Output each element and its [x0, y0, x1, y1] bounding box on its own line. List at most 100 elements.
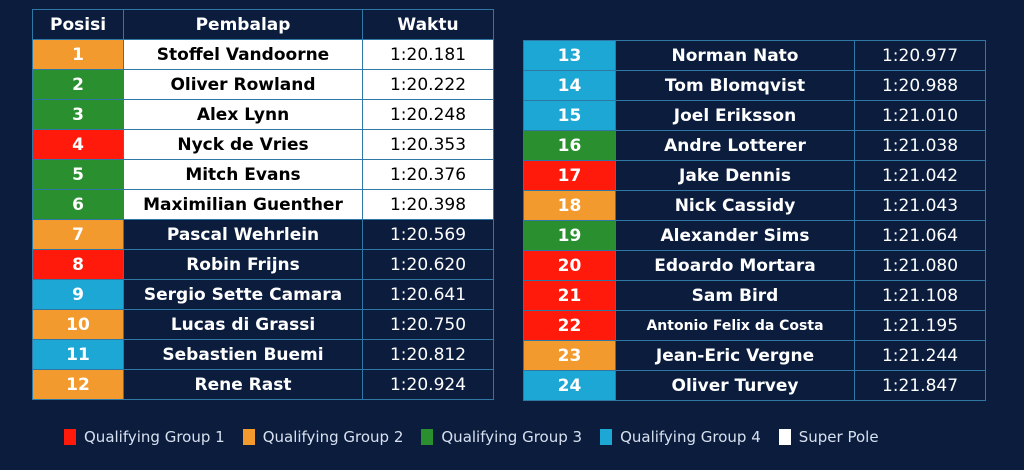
time-cell: 1:20.569	[362, 219, 494, 250]
driver-cell: Pascal Wehrlein	[123, 219, 363, 250]
position-cell: 21	[523, 280, 616, 311]
time-cell: 1:21.043	[854, 190, 986, 221]
result-row: 18 Nick Cassidy 1:21.043	[523, 190, 986, 221]
position-cell: 8	[32, 249, 124, 280]
legend-label-group3: Qualifying Group 3	[441, 428, 583, 446]
position-cell: 19	[523, 220, 616, 251]
position-cell: 1	[32, 39, 124, 70]
driver-cell: Andre Lotterer	[615, 130, 855, 161]
time-cell: 1:21.244	[854, 340, 986, 371]
legend-label-group4: Qualifying Group 4	[620, 428, 761, 446]
driver-cell: Tom Blomqvist	[615, 70, 855, 101]
time-cell: 1:20.924	[362, 369, 494, 400]
time-cell: 1:20.353	[362, 129, 494, 160]
time-cell: 1:20.812	[362, 339, 494, 370]
result-row: 6 Maximilian Guenther 1:20.398	[32, 189, 494, 220]
position-cell: 22	[523, 310, 616, 341]
time-cell: 1:21.038	[854, 130, 986, 161]
result-row: 23 Jean-Eric Vergne 1:21.244	[523, 340, 986, 371]
driver-cell: Jake Dennis	[615, 160, 855, 191]
time-cell: 1:20.750	[362, 309, 494, 340]
driver-cell: Alexander Sims	[615, 220, 855, 251]
position-cell: 18	[523, 190, 616, 221]
result-row: 4 Nyck de Vries 1:20.353	[32, 129, 494, 160]
result-row: 2 Oliver Rowland 1:20.222	[32, 69, 494, 100]
driver-cell: Sergio Sette Camara	[123, 279, 363, 310]
time-cell: 1:20.977	[854, 40, 986, 71]
driver-cell: Stoffel Vandoorne	[123, 39, 363, 70]
results-table-left: Posisi Pembalap Waktu 1 Stoffel Vandoorne…	[32, 9, 494, 400]
driver-cell: Mitch Evans	[123, 159, 363, 190]
driver-cell: Nyck de Vries	[123, 129, 363, 160]
legend-item-group1: Qualifying Group 1	[64, 428, 225, 446]
results-table-right: 13 Norman Nato 1:20.977 14 Tom Blomqvist 1:20…	[523, 40, 986, 401]
header-time: Waktu	[362, 9, 494, 40]
time-cell: 1:20.988	[854, 70, 986, 101]
legend-label-group2: Qualifying Group 2	[262, 428, 404, 446]
driver-cell: Edoardo Mortara	[615, 250, 855, 281]
driver-cell: Oliver Turvey	[615, 370, 855, 401]
time-cell: 1:20.181	[362, 39, 494, 70]
result-row: 12 Rene Rast 1:20.924	[32, 369, 494, 400]
result-row: 1 Stoffel Vandoorne 1:20.181	[32, 39, 494, 70]
time-cell: 1:21.080	[854, 250, 986, 281]
result-row: 7 Pascal Wehrlein 1:20.569	[32, 219, 494, 250]
time-cell: 1:21.195	[854, 310, 986, 341]
driver-cell: Rene Rast	[123, 369, 363, 400]
position-cell: 14	[523, 70, 616, 101]
position-cell: 10	[32, 309, 124, 340]
position-cell: 11	[32, 339, 124, 370]
time-cell: 1:21.847	[854, 370, 986, 401]
driver-cell: Maximilian Guenther	[123, 189, 363, 220]
time-cell: 1:20.398	[362, 189, 494, 220]
driver-cell: Joel Eriksson	[615, 100, 855, 131]
time-cell: 1:21.108	[854, 280, 986, 311]
position-cell: 2	[32, 69, 124, 100]
position-cell: 7	[32, 219, 124, 250]
legend-item-group3: Qualifying Group 3	[421, 428, 582, 446]
result-row: 17 Jake Dennis 1:21.042	[523, 160, 986, 191]
position-cell: 16	[523, 130, 616, 161]
time-cell: 1:20.641	[362, 279, 494, 310]
legend-swatch-super-pole	[778, 429, 791, 445]
result-row: 8 Robin Frijns 1:20.620	[32, 249, 494, 280]
result-row: 10 Lucas di Grassi 1:20.750	[32, 309, 494, 340]
legend-swatch-group3	[421, 429, 434, 445]
result-row: 9 Sergio Sette Camara 1:20.641	[32, 279, 494, 310]
position-cell: 5	[32, 159, 124, 190]
result-row: 20 Edoardo Mortara 1:21.080	[523, 250, 986, 281]
result-row: 3 Alex Lynn 1:20.248	[32, 99, 494, 130]
legend-item-group4: Qualifying Group 4	[600, 428, 761, 446]
time-cell: 1:21.042	[854, 160, 986, 191]
position-cell: 13	[523, 40, 616, 71]
position-cell: 9	[32, 279, 124, 310]
result-row: 15 Joel Eriksson 1:21.010	[523, 100, 986, 131]
result-row: 16 Andre Lotterer 1:21.038	[523, 130, 986, 161]
header-driver: Pembalap	[123, 9, 363, 40]
driver-cell: Alex Lynn	[123, 99, 363, 130]
result-row: 19 Alexander Sims 1:21.064	[523, 220, 986, 251]
position-cell: 17	[523, 160, 616, 191]
header-row: Posisi Pembalap Waktu	[32, 9, 494, 40]
position-cell: 15	[523, 100, 616, 131]
legend-label-super-pole: Super Pole	[798, 428, 879, 446]
result-row: 5 Mitch Evans 1:20.376	[32, 159, 494, 190]
driver-cell: Oliver Rowland	[123, 69, 363, 100]
driver-cell: Jean-Eric Vergne	[615, 340, 855, 371]
time-cell: 1:21.010	[854, 100, 986, 131]
legend-item-group2: Qualifying Group 2	[242, 428, 404, 446]
time-cell: 1:20.620	[362, 249, 494, 280]
result-row: 14 Tom Blomqvist 1:20.988	[523, 70, 986, 101]
position-cell: 23	[523, 340, 616, 371]
legend-swatch-group4	[600, 429, 613, 445]
position-cell: 4	[32, 129, 124, 160]
driver-cell: Sebastien Buemi	[123, 339, 363, 370]
result-row: 11 Sebastien Buemi 1:20.812	[32, 339, 494, 370]
driver-cell: Robin Frijns	[123, 249, 363, 280]
driver-cell: Antonio Felix da Costa	[615, 310, 855, 341]
time-cell: 1:20.248	[362, 99, 494, 130]
driver-cell: Sam Bird	[615, 280, 855, 311]
position-cell: 3	[32, 99, 124, 130]
position-cell: 12	[32, 369, 124, 400]
result-row: 22 Antonio Felix da Costa 1:21.195	[523, 310, 986, 341]
